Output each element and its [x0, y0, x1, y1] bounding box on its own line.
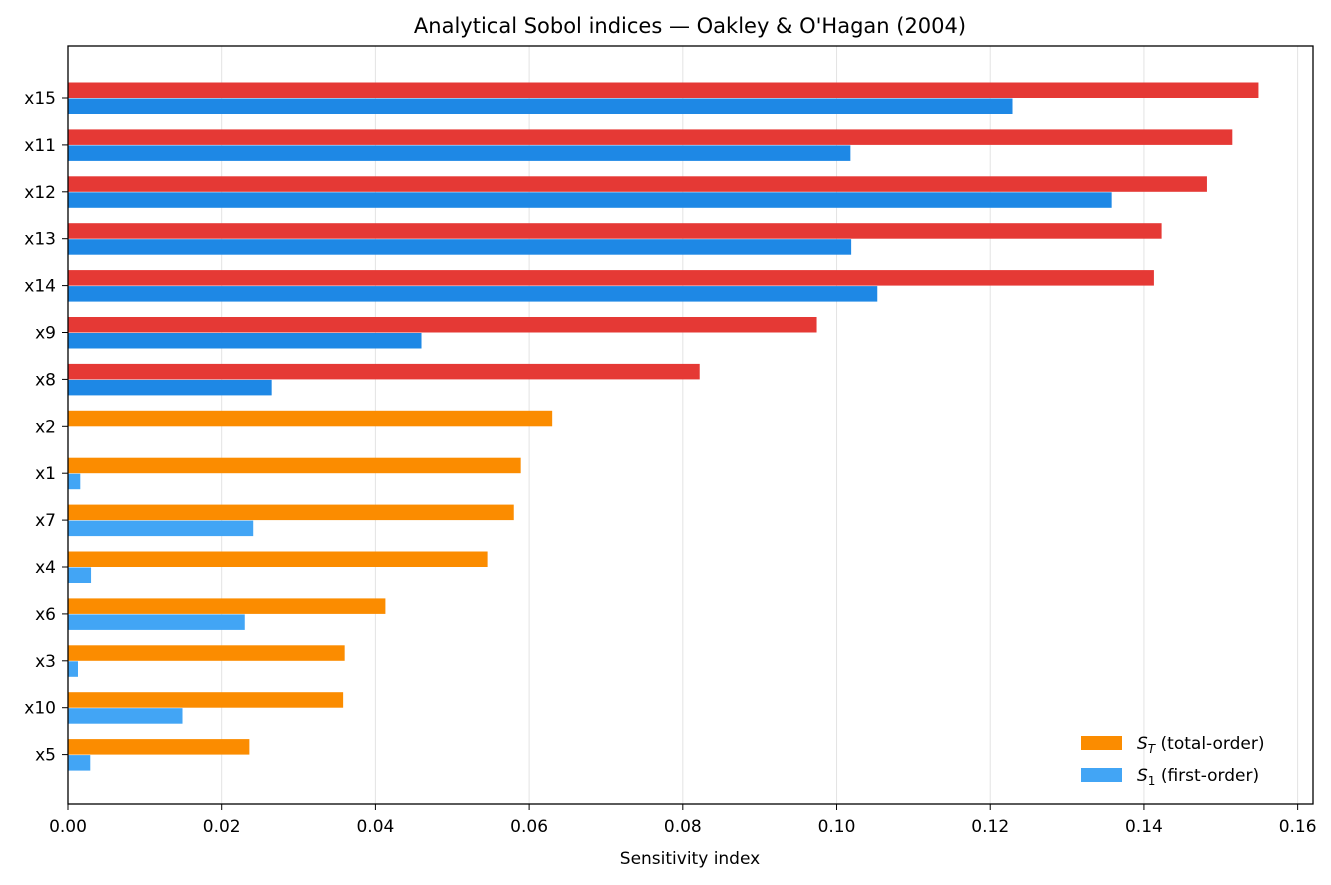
- bar-st-x5: [68, 739, 250, 755]
- x-tick-label: 0.08: [664, 817, 702, 837]
- bar-s1-x4: [68, 567, 92, 583]
- y-tick-label: x14: [24, 277, 56, 297]
- y-tick-label: x12: [24, 183, 56, 203]
- bar-s1-x11: [68, 145, 851, 161]
- x-axis: 0.00 0.02 0.04 0.06 0.08 0.10 0.12 0.14 0.16: [49, 804, 1317, 837]
- y-tick-label: x1: [35, 464, 56, 484]
- x-tick-label: 0.10: [818, 817, 856, 837]
- y-tick-label: x11: [24, 136, 56, 156]
- y-tick-label: x5: [35, 746, 56, 766]
- legend-swatch-st: [1081, 736, 1122, 750]
- bar-st-x6: [68, 598, 386, 614]
- y-axis: x15 x11 x12 x13 x14 x9 x8 x2 x1 x7 x4 x6 x3 x10 x5: [24, 89, 68, 766]
- x-axis-label: Sensitivity index: [620, 849, 760, 869]
- bar-s1-x12: [68, 192, 1112, 208]
- bar-st-x1: [68, 457, 521, 474]
- x-tick-label: 0.04: [356, 817, 394, 837]
- bar-st-x14: [68, 270, 1154, 286]
- bar-s1-x8: [68, 379, 272, 396]
- bar-s1-x5: [68, 755, 91, 771]
- bar-s1-x3: [68, 661, 78, 677]
- legend: ST (total-order) S1 (first-order): [1081, 734, 1264, 788]
- bar-s1-x7: [68, 520, 254, 537]
- bar-st-x2: [68, 410, 553, 427]
- bar-s1-x14: [68, 286, 878, 302]
- bar-s1-x9: [68, 333, 422, 349]
- x-tick-label: 0.06: [510, 817, 548, 837]
- bar-st-x9: [68, 317, 817, 333]
- y-tick-label: x10: [24, 699, 56, 719]
- x-tick-label: 0.14: [1125, 817, 1163, 837]
- bar-s1-x10: [68, 708, 183, 724]
- bar-st-x10: [68, 692, 344, 708]
- y-tick-label: x2: [35, 417, 56, 437]
- bar-st-x4: [68, 551, 488, 567]
- bar-s1-x1: [68, 473, 81, 490]
- y-tick-label: x6: [35, 605, 56, 625]
- legend-label-s1: S1 (first-order): [1137, 766, 1259, 788]
- bars: [68, 82, 1259, 771]
- legend-swatch-s1: [1081, 768, 1122, 782]
- bar-st-x13: [68, 223, 1162, 239]
- x-tick-label: 0.02: [203, 817, 241, 837]
- bar-s1-x15: [68, 98, 1013, 114]
- y-tick-label: x3: [35, 652, 56, 672]
- bar-st-x15: [68, 82, 1259, 98]
- y-tick-label: x9: [35, 324, 56, 344]
- y-tick-label: x7: [35, 511, 56, 531]
- bar-st-x8: [68, 363, 700, 380]
- bar-st-x11: [68, 129, 1233, 145]
- bar-st-x12: [68, 176, 1207, 192]
- bar-s1-x6: [68, 614, 245, 630]
- bar-st-x7: [68, 504, 514, 521]
- legend-label-st: ST (total-order): [1137, 734, 1264, 756]
- y-tick-label: x13: [24, 230, 56, 250]
- x-tick-label: 0.12: [971, 817, 1009, 837]
- x-tick-label: 0.00: [49, 817, 87, 837]
- chart-title: Analytical Sobol indices — Oakley & O'Ha…: [414, 14, 966, 38]
- y-tick-label: x8: [35, 370, 56, 390]
- bar-st-x3: [68, 645, 345, 661]
- x-tick-label: 0.16: [1279, 817, 1317, 837]
- y-tick-label: x15: [24, 89, 56, 109]
- y-tick-label: x4: [35, 558, 56, 578]
- bar-s1-x13: [68, 239, 852, 255]
- plot-frame: [67, 45, 1314, 805]
- grid-lines: [67, 46, 1299, 804]
